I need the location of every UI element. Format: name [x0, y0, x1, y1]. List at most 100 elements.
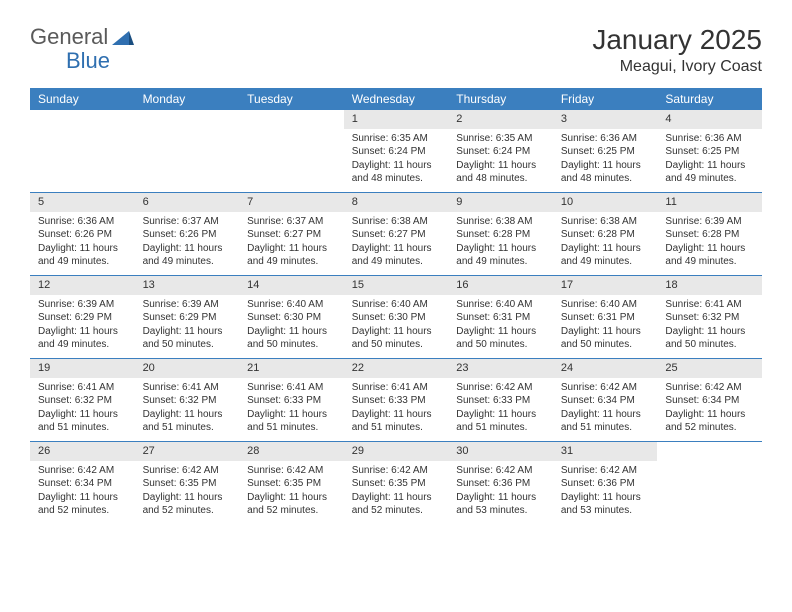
- calendar-cell: 14Sunrise: 6:40 AMSunset: 6:30 PMDayligh…: [239, 276, 344, 358]
- sunrise-text: Sunrise: 6:39 AM: [143, 298, 232, 312]
- day-header: Monday: [135, 88, 240, 110]
- cell-body: Sunrise: 6:36 AMSunset: 6:26 PMDaylight:…: [30, 212, 135, 275]
- calendar-cell: 23Sunrise: 6:42 AMSunset: 6:33 PMDayligh…: [448, 359, 553, 441]
- sunset-text: Sunset: 6:35 PM: [143, 477, 232, 491]
- cell-body: Sunrise: 6:37 AMSunset: 6:27 PMDaylight:…: [239, 212, 344, 275]
- logo-text-blue: Blue: [66, 48, 110, 73]
- sunrise-text: Sunrise: 6:38 AM: [352, 215, 441, 229]
- calendar-cell: 31Sunrise: 6:42 AMSunset: 6:36 PMDayligh…: [553, 442, 658, 524]
- calendar-cell: 9Sunrise: 6:38 AMSunset: 6:28 PMDaylight…: [448, 193, 553, 275]
- sunset-text: Sunset: 6:30 PM: [352, 311, 441, 325]
- logo-triangle-icon: [112, 28, 134, 46]
- calendar-cell: 17Sunrise: 6:40 AMSunset: 6:31 PMDayligh…: [553, 276, 658, 358]
- calendar-cell: 20Sunrise: 6:41 AMSunset: 6:32 PMDayligh…: [135, 359, 240, 441]
- daylight-text: Daylight: 11 hours and 49 minutes.: [665, 242, 754, 269]
- cell-body: Sunrise: 6:35 AMSunset: 6:24 PMDaylight:…: [448, 129, 553, 192]
- day-header: Friday: [553, 88, 658, 110]
- cell-body: Sunrise: 6:42 AMSunset: 6:35 PMDaylight:…: [344, 461, 449, 524]
- calendar-cell: 22Sunrise: 6:41 AMSunset: 6:33 PMDayligh…: [344, 359, 449, 441]
- day-number: [30, 110, 135, 114]
- sunset-text: Sunset: 6:34 PM: [38, 477, 127, 491]
- daylight-text: Daylight: 11 hours and 49 minutes.: [247, 242, 336, 269]
- daylight-text: Daylight: 11 hours and 49 minutes.: [665, 159, 754, 186]
- cell-body: Sunrise: 6:42 AMSunset: 6:36 PMDaylight:…: [553, 461, 658, 524]
- cell-body: Sunrise: 6:40 AMSunset: 6:30 PMDaylight:…: [239, 295, 344, 358]
- cell-body: Sunrise: 6:40 AMSunset: 6:30 PMDaylight:…: [344, 295, 449, 358]
- day-number: 1: [344, 110, 449, 129]
- day-number: 3: [553, 110, 658, 129]
- calendar-cell: 28Sunrise: 6:42 AMSunset: 6:35 PMDayligh…: [239, 442, 344, 524]
- sunrise-text: Sunrise: 6:42 AM: [665, 381, 754, 395]
- calendar-cell: [239, 110, 344, 192]
- sunset-text: Sunset: 6:31 PM: [456, 311, 545, 325]
- cell-body: Sunrise: 6:42 AMSunset: 6:34 PMDaylight:…: [30, 461, 135, 524]
- calendar-cell: 4Sunrise: 6:36 AMSunset: 6:25 PMDaylight…: [657, 110, 762, 192]
- cell-body: Sunrise: 6:40 AMSunset: 6:31 PMDaylight:…: [448, 295, 553, 358]
- logo-text-general: General: [30, 24, 108, 50]
- day-number: 15: [344, 276, 449, 295]
- day-number: 26: [30, 442, 135, 461]
- calendar-cell: 30Sunrise: 6:42 AMSunset: 6:36 PMDayligh…: [448, 442, 553, 524]
- sunrise-text: Sunrise: 6:37 AM: [143, 215, 232, 229]
- sunset-text: Sunset: 6:33 PM: [247, 394, 336, 408]
- daylight-text: Daylight: 11 hours and 50 minutes.: [352, 325, 441, 352]
- cell-body: Sunrise: 6:41 AMSunset: 6:32 PMDaylight:…: [657, 295, 762, 358]
- sunset-text: Sunset: 6:28 PM: [456, 228, 545, 242]
- calendar-cell: 26Sunrise: 6:42 AMSunset: 6:34 PMDayligh…: [30, 442, 135, 524]
- calendar-cell: 5Sunrise: 6:36 AMSunset: 6:26 PMDaylight…: [30, 193, 135, 275]
- day-number: 25: [657, 359, 762, 378]
- day-number: 19: [30, 359, 135, 378]
- day-number: 28: [239, 442, 344, 461]
- sunset-text: Sunset: 6:30 PM: [247, 311, 336, 325]
- calendar-cell: 11Sunrise: 6:39 AMSunset: 6:28 PMDayligh…: [657, 193, 762, 275]
- sunrise-text: Sunrise: 6:40 AM: [456, 298, 545, 312]
- cell-body: Sunrise: 6:38 AMSunset: 6:27 PMDaylight:…: [344, 212, 449, 275]
- cell-body: Sunrise: 6:40 AMSunset: 6:31 PMDaylight:…: [553, 295, 658, 358]
- logo: General: [30, 24, 138, 50]
- location: Meagui, Ivory Coast: [592, 58, 762, 76]
- calendar-cell: [657, 442, 762, 524]
- daylight-text: Daylight: 11 hours and 51 minutes.: [352, 408, 441, 435]
- sunrise-text: Sunrise: 6:42 AM: [456, 381, 545, 395]
- sunrise-text: Sunrise: 6:38 AM: [561, 215, 650, 229]
- daylight-text: Daylight: 11 hours and 53 minutes.: [561, 491, 650, 518]
- daylight-text: Daylight: 11 hours and 51 minutes.: [247, 408, 336, 435]
- sunrise-text: Sunrise: 6:35 AM: [352, 132, 441, 146]
- day-headers-row: SundayMondayTuesdayWednesdayThursdayFrid…: [30, 88, 762, 110]
- day-header: Saturday: [657, 88, 762, 110]
- calendar-week: 26Sunrise: 6:42 AMSunset: 6:34 PMDayligh…: [30, 441, 762, 524]
- daylight-text: Daylight: 11 hours and 53 minutes.: [456, 491, 545, 518]
- sunset-text: Sunset: 6:24 PM: [352, 145, 441, 159]
- sunrise-text: Sunrise: 6:42 AM: [143, 464, 232, 478]
- sunset-text: Sunset: 6:32 PM: [665, 311, 754, 325]
- sunset-text: Sunset: 6:29 PM: [143, 311, 232, 325]
- day-number: 10: [553, 193, 658, 212]
- day-number: [657, 442, 762, 446]
- day-number: 4: [657, 110, 762, 129]
- sunset-text: Sunset: 6:26 PM: [143, 228, 232, 242]
- calendar-cell: 13Sunrise: 6:39 AMSunset: 6:29 PMDayligh…: [135, 276, 240, 358]
- day-header: Wednesday: [344, 88, 449, 110]
- cell-body: Sunrise: 6:36 AMSunset: 6:25 PMDaylight:…: [657, 129, 762, 192]
- sunset-text: Sunset: 6:36 PM: [561, 477, 650, 491]
- sunrise-text: Sunrise: 6:37 AM: [247, 215, 336, 229]
- cell-body: Sunrise: 6:42 AMSunset: 6:35 PMDaylight:…: [239, 461, 344, 524]
- sunrise-text: Sunrise: 6:36 AM: [38, 215, 127, 229]
- day-number: 12: [30, 276, 135, 295]
- sunrise-text: Sunrise: 6:42 AM: [38, 464, 127, 478]
- cell-body: Sunrise: 6:42 AMSunset: 6:34 PMDaylight:…: [657, 378, 762, 441]
- day-number: 13: [135, 276, 240, 295]
- sunrise-text: Sunrise: 6:42 AM: [561, 381, 650, 395]
- day-number: 22: [344, 359, 449, 378]
- calendar: SundayMondayTuesdayWednesdayThursdayFrid…: [30, 88, 762, 524]
- calendar-week: 1Sunrise: 6:35 AMSunset: 6:24 PMDaylight…: [30, 110, 762, 192]
- day-header: Thursday: [448, 88, 553, 110]
- sunrise-text: Sunrise: 6:36 AM: [665, 132, 754, 146]
- calendar-cell: 3Sunrise: 6:36 AMSunset: 6:25 PMDaylight…: [553, 110, 658, 192]
- cell-body: Sunrise: 6:39 AMSunset: 6:28 PMDaylight:…: [657, 212, 762, 275]
- daylight-text: Daylight: 11 hours and 52 minutes.: [352, 491, 441, 518]
- daylight-text: Daylight: 11 hours and 49 minutes.: [38, 242, 127, 269]
- sunset-text: Sunset: 6:25 PM: [561, 145, 650, 159]
- day-number: 11: [657, 193, 762, 212]
- calendar-cell: 1Sunrise: 6:35 AMSunset: 6:24 PMDaylight…: [344, 110, 449, 192]
